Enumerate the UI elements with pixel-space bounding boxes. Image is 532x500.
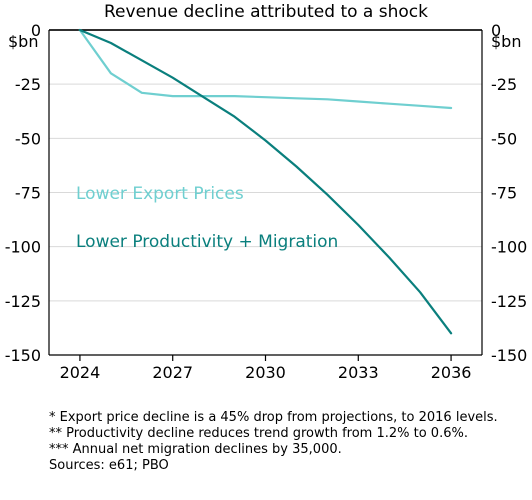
y-tick-label-right: -100	[491, 238, 527, 257]
series-labels: Lower Export Prices Lower Productivity + …	[76, 184, 338, 252]
series-line-export-prices	[80, 30, 451, 108]
y-tick-label-left: -50	[15, 129, 41, 148]
y-tick-label-right: -50	[491, 129, 517, 148]
y-tick-label-left: -75	[15, 184, 41, 203]
x-tick-label: 2036	[431, 363, 472, 382]
x-tick-label: 2033	[338, 363, 379, 382]
y-tick-label-right: -25	[491, 75, 517, 94]
footnote-sources: Sources: e61; PBO	[49, 458, 519, 474]
y-tick-label-left: -150	[5, 346, 41, 365]
series-label-export-prices: Lower Export Prices	[76, 184, 244, 204]
series-label-productivity-migration: Lower Productivity + Migration	[76, 232, 338, 252]
x-tick-label: 2024	[60, 363, 101, 382]
footnote-migration: *** Annual net migration declines by 35,…	[49, 442, 519, 458]
y-tick-label-right: -75	[491, 184, 517, 203]
y-unit-label-left: $bn	[8, 32, 38, 51]
y-tick-label-left: -25	[15, 75, 41, 94]
series-line-productivity-migration	[80, 30, 451, 333]
y-unit-label-right: $bn	[491, 32, 521, 51]
y-tick-label-left: -125	[5, 292, 41, 311]
y-tick-label-right: -125	[491, 292, 527, 311]
footnote-export: * Export price decline is a 45% drop fro…	[49, 410, 519, 426]
y-tick-label-left: -100	[5, 238, 41, 257]
x-tick-label: 2027	[152, 363, 193, 382]
footnote-productivity: ** Productivity decline reduces trend gr…	[49, 426, 519, 442]
footnotes: * Export price decline is a 45% drop fro…	[49, 410, 519, 474]
x-tick-label: 2030	[245, 363, 286, 382]
y-tick-label-right: -150	[491, 346, 527, 365]
series-lines	[80, 30, 451, 333]
